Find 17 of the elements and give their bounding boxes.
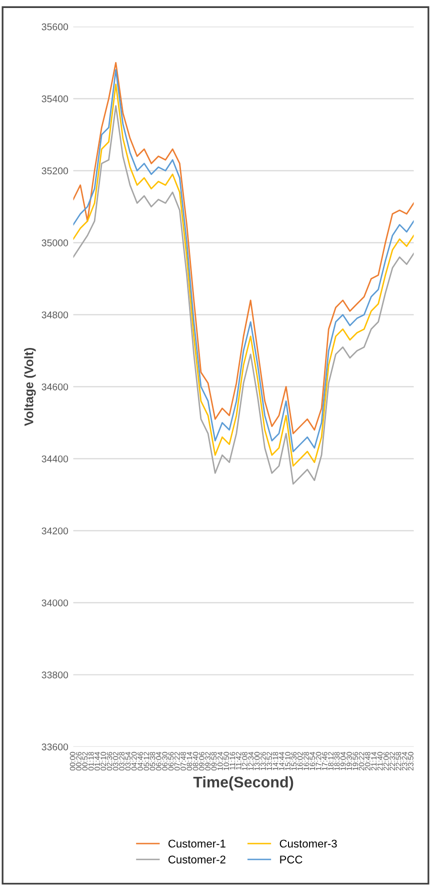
y-tick-label: 33800 bbox=[42, 671, 68, 678]
y-tick-label: 33600 bbox=[42, 743, 68, 750]
y-tick-label: 34600 bbox=[42, 383, 68, 390]
legend-label: PCC bbox=[280, 856, 302, 864]
y-tick-label: 35600 bbox=[42, 23, 68, 30]
y-axis-title: Voltage (Volt) bbox=[24, 348, 36, 426]
y-tick-label: 34000 bbox=[42, 599, 68, 606]
y-tick-label: 34400 bbox=[42, 455, 68, 462]
legend-label: Customer-1 bbox=[168, 840, 226, 848]
y-tick-label: 35000 bbox=[42, 239, 68, 246]
legend-label: Customer-3 bbox=[280, 840, 337, 848]
y-tick-label: 35200 bbox=[42, 167, 68, 174]
y-tick-label: 34800 bbox=[42, 311, 68, 318]
x-axis-title: Time(Second) bbox=[193, 776, 294, 791]
y-tick-label: 34200 bbox=[42, 527, 68, 534]
y-tick-label: 35400 bbox=[42, 95, 68, 102]
legend-label: Customer-2 bbox=[168, 856, 226, 864]
